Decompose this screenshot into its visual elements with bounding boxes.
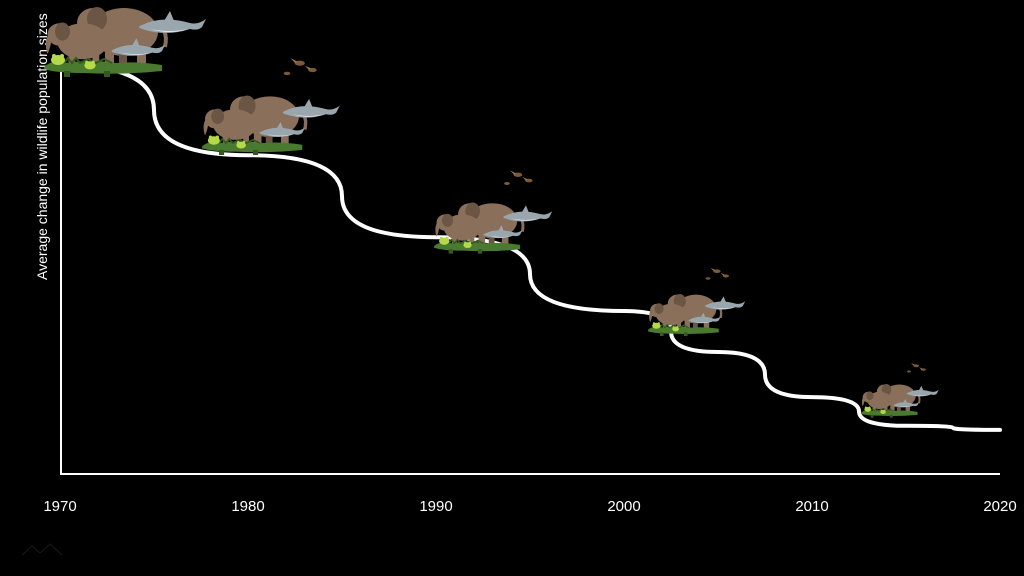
x-tick-label: 1970: [43, 498, 76, 515]
animal-cluster: [861, 360, 947, 423]
x-axis-line: [60, 473, 1000, 475]
elephant-icon: [204, 109, 257, 149]
elephant-icon: [876, 384, 920, 415]
x-tick-label: 1980: [231, 498, 264, 515]
elephant-icon: [74, 7, 165, 71]
watermark-icon: [20, 541, 64, 564]
frog-icon: [652, 322, 660, 329]
y-axis-label: Average change in wildlife population si…: [34, 13, 50, 280]
decline-line: [0, 0, 1024, 576]
bird-icon: [706, 267, 729, 279]
shark-icon: [705, 296, 745, 309]
elephant-icon: [666, 294, 721, 332]
bird-icon: [284, 58, 317, 75]
frog-icon: [865, 406, 872, 411]
shark-icon: [139, 11, 206, 33]
frog-icon: [84, 61, 95, 70]
frog-icon: [439, 237, 449, 245]
elephant-icon: [862, 391, 892, 413]
shark-icon: [907, 386, 939, 397]
crocodile-icon: [861, 408, 918, 417]
frog-icon: [208, 136, 220, 145]
y-axis-line: [60, 65, 62, 475]
x-tick-label: 2010: [795, 498, 828, 515]
x-tick-label: 1990: [419, 498, 452, 515]
shark-icon: [894, 399, 920, 407]
animal-cluster: [202, 53, 355, 160]
x-tick-label: 2000: [607, 498, 640, 515]
frog-icon: [236, 141, 246, 148]
bird-icon: [504, 170, 532, 185]
shark-icon: [283, 99, 340, 118]
elephant-icon: [435, 214, 481, 248]
animal-cluster: [44, 0, 224, 82]
crocodile-icon: [648, 324, 719, 335]
shark-icon: [689, 312, 721, 323]
animal-cluster: [648, 264, 756, 341]
x-tick-label: 2020: [983, 498, 1016, 515]
elephant-icon: [649, 303, 686, 331]
crocodile-icon: [202, 139, 302, 155]
frog-icon: [881, 410, 886, 414]
elephant-icon: [457, 202, 524, 249]
shark-icon: [260, 122, 306, 137]
crocodile-icon: [434, 240, 520, 254]
frog-icon: [51, 54, 65, 65]
shark-icon: [504, 205, 553, 221]
shark-icon: [484, 225, 523, 238]
frog-icon: [672, 326, 679, 331]
shark-icon: [111, 38, 165, 56]
elephant-icon: [45, 23, 107, 70]
wildlife-decline-chart: Average change in wildlife population si…: [0, 0, 1024, 576]
bird-icon: [907, 363, 926, 373]
frog-icon: [464, 242, 472, 248]
elephant-icon: [228, 96, 305, 150]
animal-cluster: [434, 166, 565, 259]
